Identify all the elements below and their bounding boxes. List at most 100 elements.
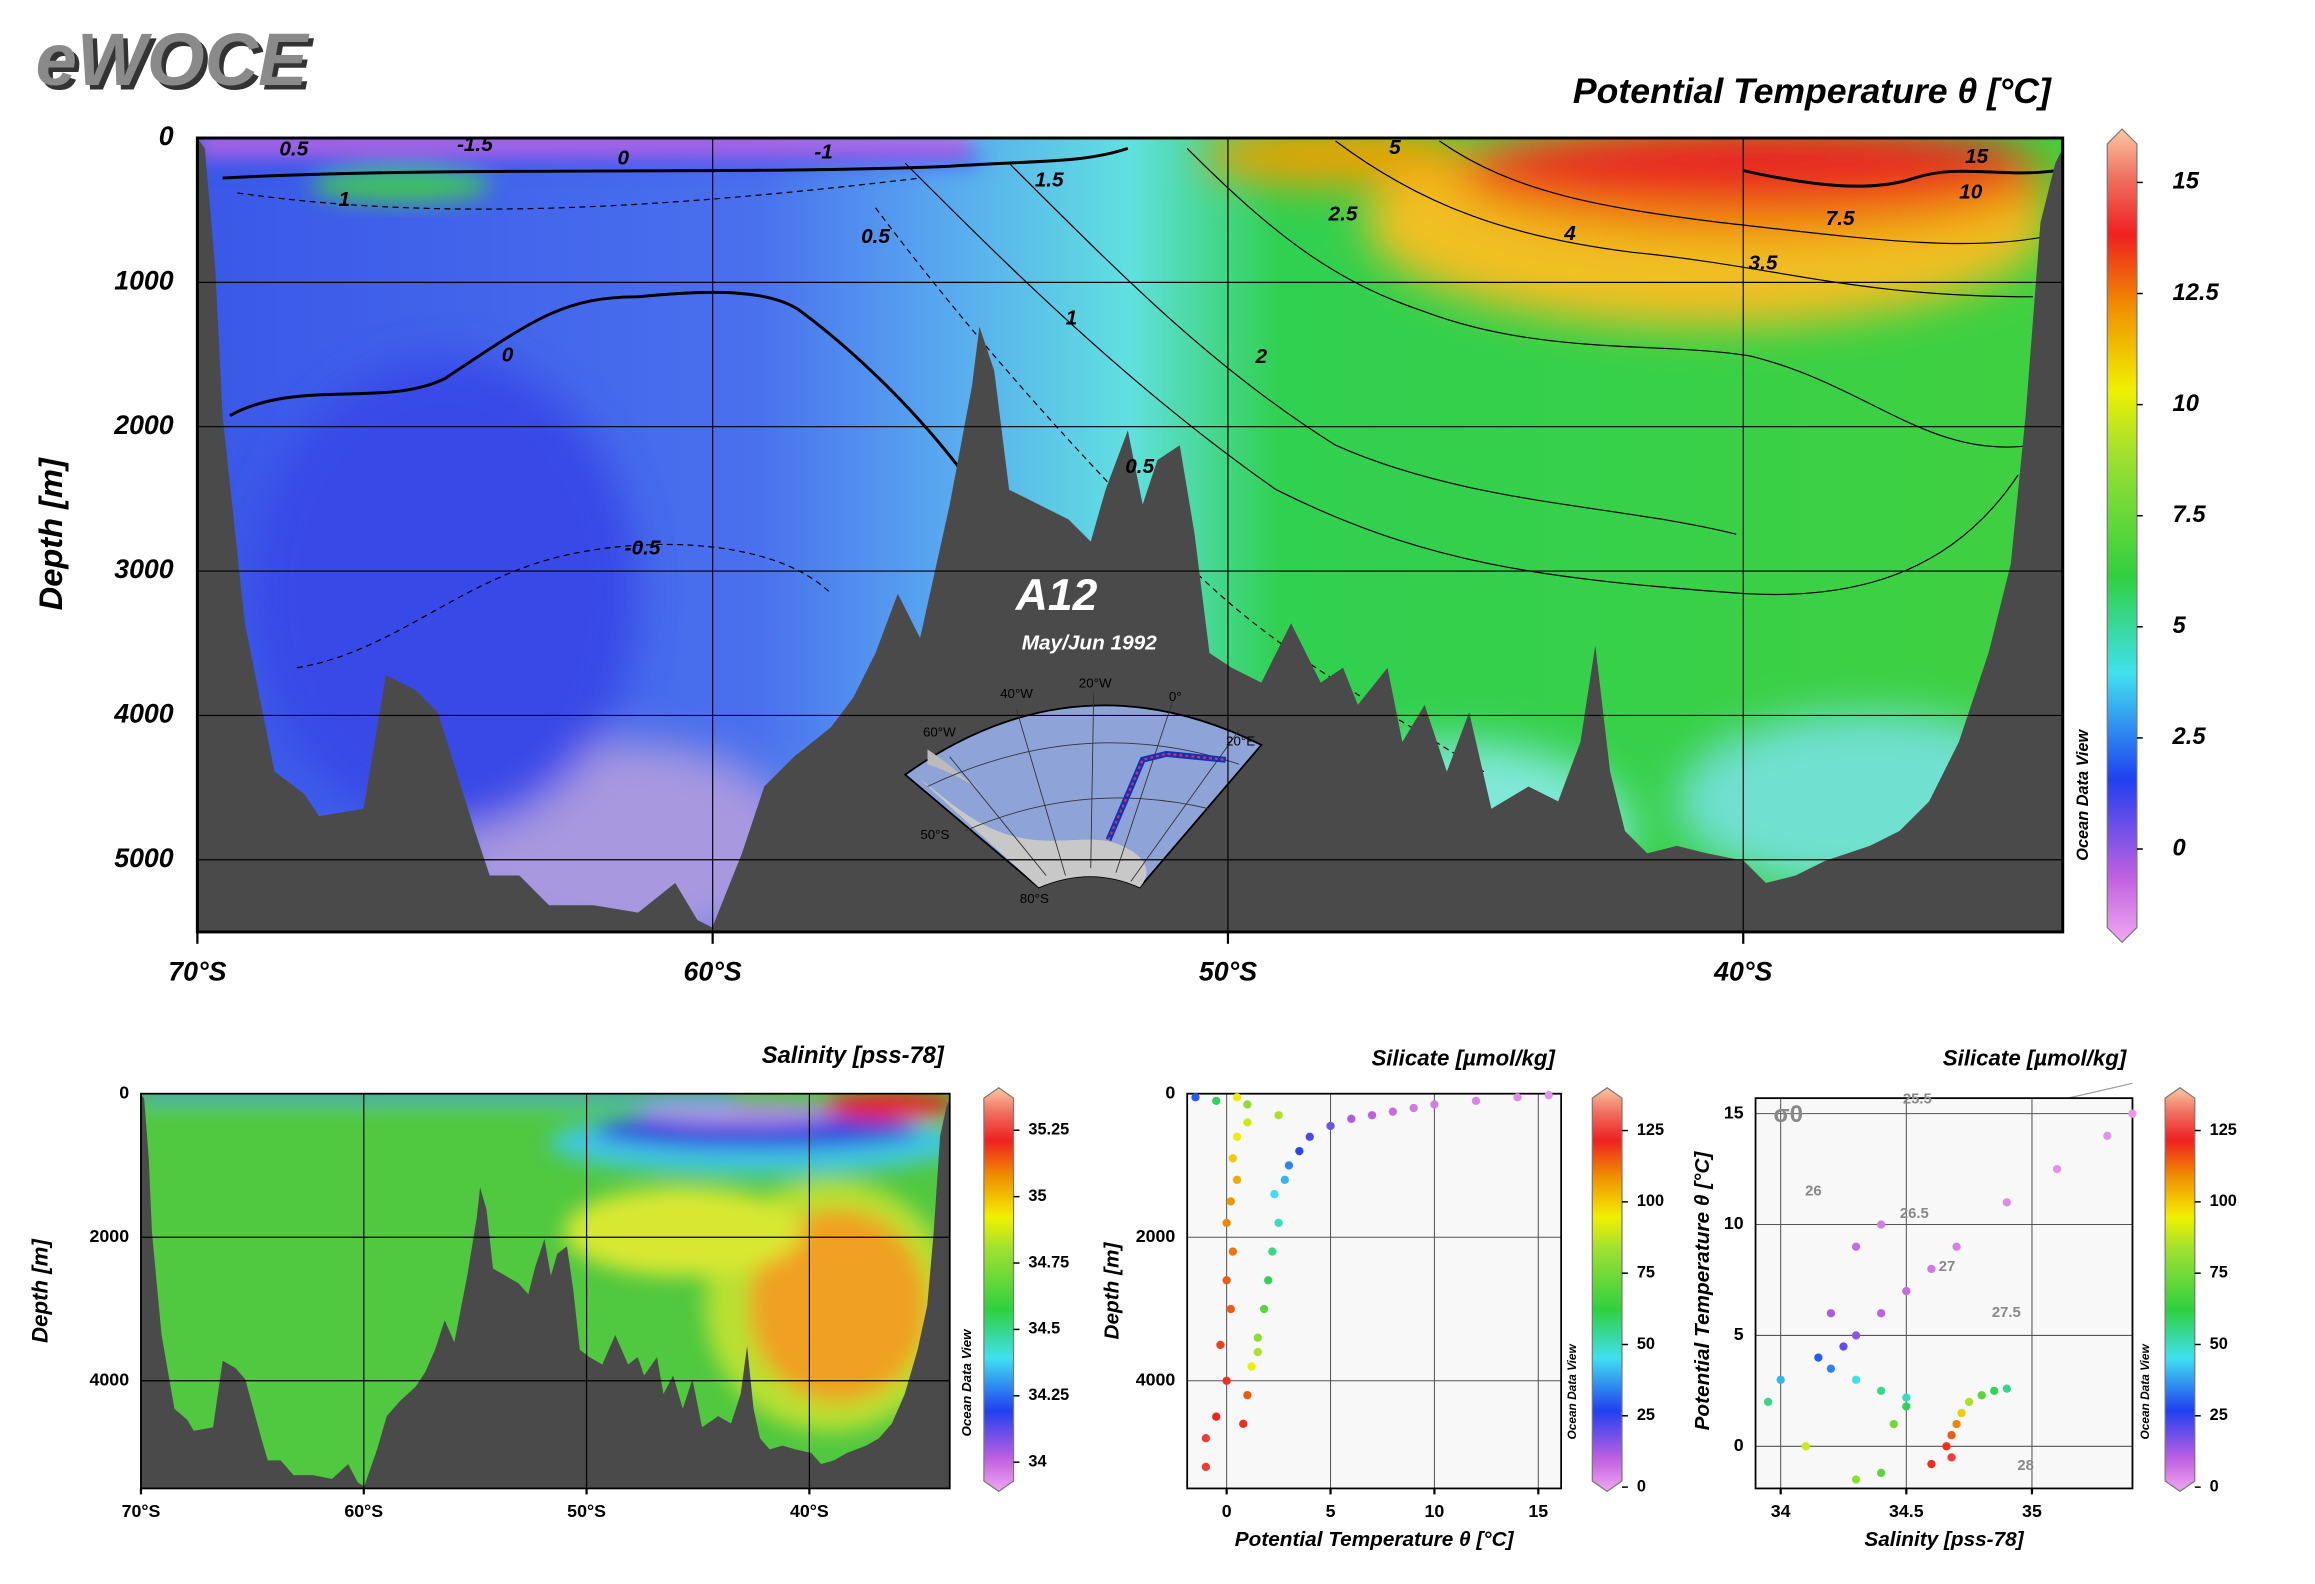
scatter-point — [1222, 1276, 1231, 1285]
scatter-point — [1239, 1419, 1248, 1428]
colorbar-tick-label: 12.5 — [2173, 280, 2220, 306]
x-tick-label: 40°S — [1713, 957, 1772, 987]
inset-label: 50°S — [920, 827, 949, 842]
scatter-point — [1889, 1419, 1898, 1429]
contour-label: -1.5 — [457, 133, 493, 156]
scatter-point — [1927, 1264, 1936, 1274]
y-tick-label: 2000 — [1136, 1226, 1176, 1246]
plot-background — [1187, 1093, 1562, 1489]
plot-frame — [140, 1092, 951, 1490]
colorbar — [983, 1087, 1015, 1493]
watermark: Ocean Data View — [2074, 729, 2092, 861]
y-axis-label: Depth [m] — [32, 457, 69, 610]
scatter-point — [1952, 1242, 1961, 1251]
x-tick-label: 50°S — [1199, 957, 1257, 987]
colorbar-tick-label: 75 — [2210, 1263, 2228, 1281]
scatter-point — [2103, 1131, 2112, 1140]
scatter-point — [1877, 1220, 1886, 1229]
x-tick-label: 50°S — [567, 1501, 606, 1521]
scatter-point — [1927, 1459, 1936, 1469]
contour-label: 1.5 — [1035, 169, 1064, 192]
contour-label: 7.5 — [1826, 207, 1855, 230]
x-tick-label: 15 — [1528, 1501, 1548, 1521]
x-axis-label: Potential Temperature θ [°C] — [1235, 1528, 1515, 1551]
contour-label: 0.5 — [1125, 455, 1154, 478]
y-tick-label: 5000 — [114, 843, 174, 873]
contour-label: 3.5 — [1749, 252, 1778, 275]
colorbar-tick-label: 125 — [2210, 1121, 2237, 1139]
contour-label: 15 — [1965, 145, 1989, 168]
y-tick-label: 2000 — [113, 410, 174, 440]
plot-frame — [195, 136, 2065, 934]
scatter-point — [1763, 1397, 1773, 1407]
scatter-point — [1284, 1161, 1294, 1170]
colorbar-tick-label: 5 — [2173, 613, 2187, 639]
scatter-point — [2002, 1198, 2011, 1207]
inset-label: 20°E — [1226, 734, 1255, 749]
x-tick-label: 0 — [1222, 1501, 1232, 1521]
colorbar-tick-label: 34.5 — [1028, 1320, 1060, 1338]
x-tick-label: 5 — [1326, 1501, 1336, 1521]
scatter-point — [1191, 1093, 1200, 1102]
y-tick-label: 0 — [159, 121, 174, 151]
scatter-point — [1295, 1146, 1304, 1156]
x-tick-label: 60°S — [344, 1501, 383, 1521]
scatter-point — [1826, 1364, 1836, 1373]
contour-label: 0.5 — [861, 225, 890, 248]
contour-label: -0.5 — [625, 537, 661, 560]
brand: eWOCE — [36, 18, 311, 101]
x-tick-label: 60°S — [684, 957, 742, 987]
x-tick-label: 34 — [1771, 1501, 1791, 1521]
scatter-point — [1247, 1362, 1256, 1371]
scatter-point — [1274, 1218, 1283, 1228]
colorbar-tick-label: 15 — [2173, 169, 2200, 195]
scatter-point — [1513, 1093, 1522, 1102]
scatter-point — [1902, 1393, 1911, 1402]
scatter-point — [1268, 1247, 1277, 1256]
x-tick-label: 70°S — [122, 1501, 161, 1521]
colorbar-tick-label: 35 — [1028, 1187, 1046, 1205]
colorbar-tick-label: 34 — [1028, 1452, 1046, 1470]
inset-title: A12 — [1015, 571, 1098, 620]
y-tick-label: 0 — [1734, 1435, 1744, 1455]
y-tick-label: 1000 — [114, 265, 174, 295]
colorbar-tick-label: 0 — [1637, 1477, 1646, 1495]
scatter-point — [1274, 1111, 1283, 1120]
scatter-point — [1264, 1276, 1273, 1285]
colorbar-tick-label: 34.75 — [1028, 1253, 1069, 1271]
y-tick-label: 4000 — [1136, 1369, 1176, 1389]
scatter-point — [1212, 1412, 1221, 1421]
colorbar — [1591, 1087, 1623, 1493]
scatter-point — [1990, 1386, 1999, 1396]
scatter-point — [1243, 1390, 1252, 1400]
contour-label: 0 — [502, 344, 514, 367]
inset-label: 20°W — [1079, 676, 1112, 691]
y-tick-label: 0 — [1165, 1082, 1175, 1102]
scatter-point — [1212, 1096, 1221, 1106]
colorbar-tick-label: 35.25 — [1028, 1121, 1069, 1139]
scatter-point — [1964, 1397, 1974, 1407]
colorbar-tick-label: 7.5 — [2173, 502, 2207, 528]
scatter-point — [1232, 1132, 1242, 1141]
contour-label: 2 — [1255, 345, 1268, 368]
inset-label: 40°W — [1000, 686, 1033, 701]
scatter-point — [1367, 1111, 1377, 1120]
x-tick-label: 34.5 — [1889, 1501, 1924, 1521]
colorbar-tick-label: 0 — [2173, 835, 2186, 861]
contour-label: 5 — [1389, 136, 1401, 159]
x-tick-label: 40°S — [790, 1501, 829, 1521]
scatter-point — [1957, 1408, 1966, 1418]
scatter-point — [1544, 1090, 1553, 1100]
scatter-point — [1253, 1347, 1262, 1357]
scatter-point — [1826, 1309, 1836, 1318]
scatter-point — [1801, 1442, 1810, 1451]
colorbar-tick-label: 75 — [1637, 1263, 1655, 1281]
colorbar-tick-label: 25 — [1637, 1406, 1655, 1424]
inset-label: 60°W — [923, 725, 956, 740]
scatter-point — [1347, 1114, 1356, 1123]
chart-title: Potential Temperature θ [°C] — [1573, 71, 2052, 111]
scatter-point — [1232, 1093, 1242, 1102]
contour-label: 4 — [1563, 222, 1576, 245]
scatter-point — [1851, 1475, 1861, 1484]
